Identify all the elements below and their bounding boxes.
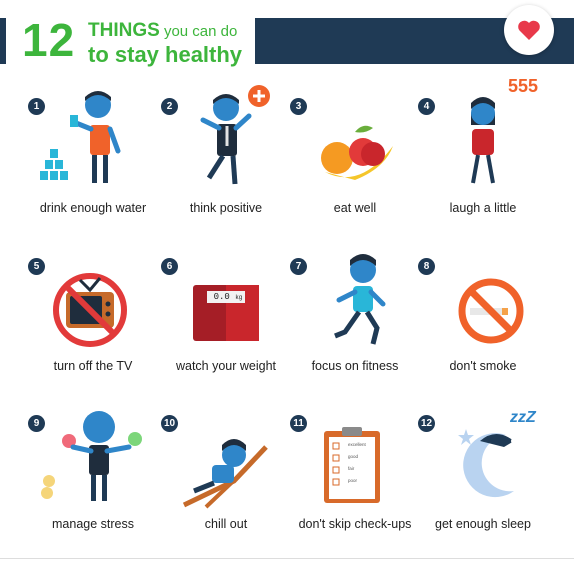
tip-11: 11 excellent good fair poor don't skip c… [290, 415, 420, 562]
heart-icon [518, 20, 540, 40]
laugh-text: 555 [508, 76, 539, 96]
stressed-person-icon [41, 411, 142, 501]
tip-number-badge: 11 [290, 415, 307, 432]
checklist-option: excellent [348, 442, 366, 447]
deck-chair-icon [182, 439, 268, 509]
tip-number-badge: 12 [418, 415, 435, 432]
tip-7: 7 focus on fitness [290, 254, 420, 408]
tip-4: 4 555 laugh a little [418, 76, 548, 248]
tip-label: don't smoke [449, 359, 517, 373]
tip-number-badge: 1 [28, 98, 45, 115]
tip-10: 10 chill out [161, 415, 291, 562]
tip-number-badge: 5 [28, 258, 45, 275]
tip-label: manage stress [52, 517, 134, 531]
tip-number-badge: 10 [161, 415, 178, 432]
tip-6: 6 0.0 kg watch your weight [161, 258, 291, 408]
checklist-option: good [348, 454, 359, 459]
fruit-icon [321, 125, 393, 180]
checklist-option: poor [348, 478, 358, 483]
tip-5: 5 turn off the TV [28, 258, 158, 408]
positive-person-icon [200, 85, 270, 185]
tip-number-badge: 3 [290, 98, 307, 115]
tip-8: 8 don't smoke [418, 258, 548, 408]
sleep-text: zzZ [510, 409, 536, 426]
tip-number-badge: 7 [290, 258, 307, 275]
laughing-person-icon [471, 97, 495, 184]
scale-display: 0.0 kg [213, 292, 243, 302]
tip-label: think positive [189, 201, 263, 215]
tip-2: 2 think positive [161, 85, 291, 248]
no-tv-icon [53, 273, 127, 347]
tip-label: drink enough water [39, 201, 147, 215]
scale-icon [193, 285, 259, 341]
tip-label: turn off the TV [53, 359, 133, 373]
tip-number-badge: 9 [28, 415, 45, 432]
tip-number-badge: 4 [418, 98, 435, 115]
title-line-1: THINGS you can do [88, 20, 238, 41]
tip-label: focus on fitness [311, 359, 399, 373]
checklist-option: fair [348, 466, 355, 471]
tip-1: 1 drink enough water [28, 91, 158, 248]
sleeping-moon-icon [458, 429, 517, 498]
favorite-button[interactable] [504, 5, 554, 55]
tip-3: 3 eat well [290, 98, 420, 248]
water-person-icon [40, 91, 121, 183]
tip-12: 12 zzZ get enough sleep [418, 409, 548, 562]
running-person-icon [334, 254, 386, 345]
tip-label: eat well [333, 201, 377, 215]
clipboard-icon [324, 427, 380, 503]
tip-label: get enough sleep [435, 517, 531, 531]
tip-number-badge: 2 [161, 98, 178, 115]
tip-label: chill out [204, 517, 248, 531]
tip-label: laugh a little [449, 201, 517, 215]
tip-label: don't skip check-ups [298, 517, 412, 531]
tip-label: watch your weight [175, 359, 277, 373]
title-line-2: to stay healthy [88, 42, 243, 67]
title-number: 12 [22, 14, 76, 66]
bottom-divider [0, 558, 574, 559]
tip-number-badge: 8 [418, 258, 435, 275]
tip-number-badge: 6 [161, 258, 178, 275]
header-accent-bar [0, 18, 6, 64]
tip-9: 9 manage stress [28, 411, 158, 562]
no-smoking-icon [458, 278, 524, 344]
